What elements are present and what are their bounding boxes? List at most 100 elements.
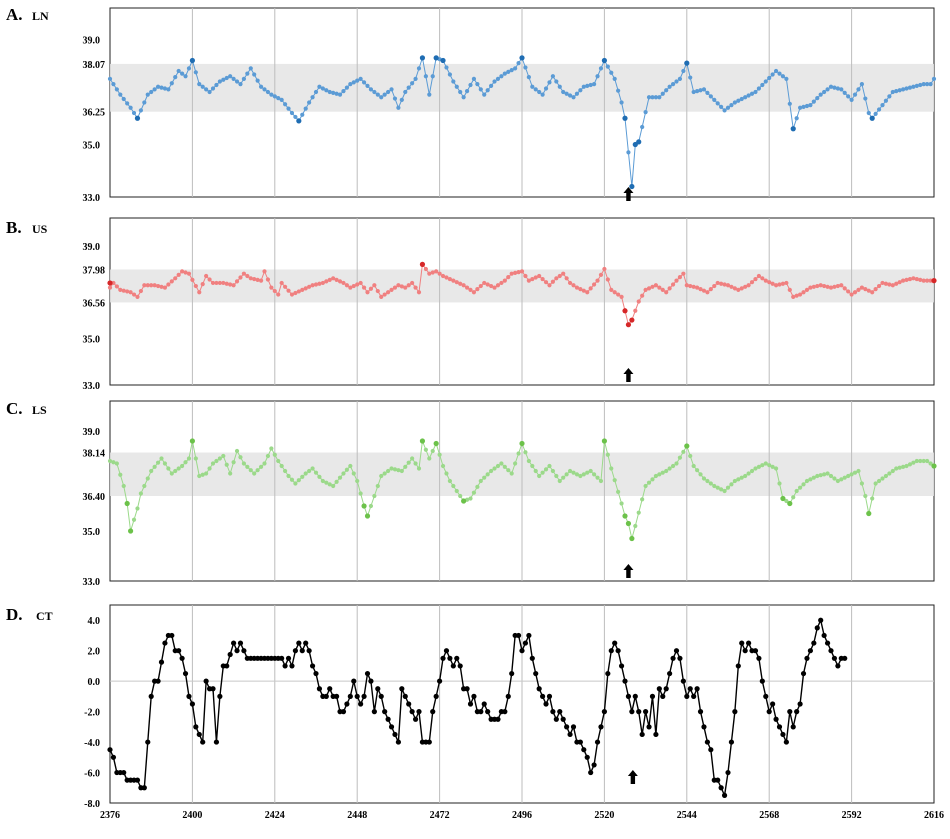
data-point (592, 282, 597, 287)
data-point (918, 82, 923, 88)
data-point (530, 84, 535, 89)
data-point (114, 284, 119, 289)
panel-letter: A. (6, 5, 23, 24)
data-point (406, 701, 412, 707)
panels: A. LN 33.0 35.0 39.0 38.07 36.25 B. US 33.0 35.0 39… (6, 5, 937, 810)
data-point (265, 453, 271, 459)
data-point (588, 468, 593, 474)
data-point (684, 283, 689, 288)
data-point (265, 89, 271, 95)
data-point (186, 271, 192, 276)
data-point (341, 89, 346, 94)
data-point (523, 65, 528, 70)
data-point (849, 97, 854, 102)
data-point (567, 280, 573, 286)
data-point (382, 709, 388, 715)
data-point (454, 655, 460, 661)
data-point (852, 92, 858, 97)
data-point (595, 475, 600, 480)
data-point (852, 470, 858, 475)
data-point (258, 84, 264, 89)
data-point (327, 686, 333, 692)
data-point (110, 754, 117, 760)
highlighted-point (622, 513, 628, 519)
y-tick-label: 39.0 (83, 36, 101, 47)
data-point (636, 709, 642, 715)
data-point (351, 283, 356, 289)
data-point (887, 94, 892, 99)
data-point (729, 284, 734, 289)
panel-title: LN (32, 9, 49, 23)
data-point (327, 277, 332, 282)
data-point (712, 283, 717, 289)
data-point (358, 76, 363, 81)
y-tick-label: 4.0 (88, 616, 101, 627)
data-point (292, 648, 298, 654)
data-point (866, 288, 871, 293)
data-point (763, 693, 769, 699)
data-point (828, 285, 834, 290)
data-point (776, 724, 783, 730)
data-point (670, 655, 676, 661)
data-point (876, 107, 882, 112)
data-point (396, 468, 401, 473)
data-point (729, 482, 734, 487)
data-point (537, 89, 542, 95)
data-point (749, 280, 755, 285)
data-point (821, 632, 827, 639)
data-point (307, 100, 312, 105)
data-point (509, 471, 514, 476)
data-point (777, 71, 782, 76)
data-point (245, 71, 250, 76)
data-point (142, 100, 147, 105)
data-point (382, 471, 387, 476)
data-point (272, 288, 277, 294)
data-point (526, 458, 531, 464)
data-point (231, 460, 236, 465)
data-point (392, 285, 398, 290)
data-point (577, 739, 583, 745)
data-point (674, 278, 679, 283)
data-point (437, 678, 443, 684)
data-point (228, 282, 233, 287)
data-point (482, 475, 487, 480)
data-point (327, 89, 332, 95)
data-point (753, 466, 758, 471)
data-point (894, 466, 899, 471)
data-point (547, 463, 552, 469)
data-point (245, 273, 250, 279)
data-point (378, 693, 384, 699)
data-point (307, 284, 312, 289)
data-point (664, 88, 669, 93)
data-point (197, 290, 202, 295)
data-point (657, 95, 662, 100)
data-point (351, 80, 356, 85)
data-point (918, 277, 923, 282)
data-point (787, 101, 792, 106)
data-point (561, 89, 566, 95)
data-point (485, 709, 491, 715)
data-point (375, 92, 380, 97)
data-point (677, 655, 683, 661)
data-point (128, 290, 133, 295)
data-point (166, 466, 171, 471)
data-point (386, 468, 391, 474)
data-point (770, 464, 775, 469)
data-point (365, 290, 370, 295)
data-point (269, 285, 274, 290)
data-point (729, 103, 734, 108)
highlighted-point (629, 317, 635, 323)
data-point (897, 88, 902, 93)
data-point (258, 464, 264, 469)
data-point (182, 670, 189, 677)
data-point (416, 709, 422, 715)
data-point (742, 648, 748, 654)
data-point (121, 96, 126, 102)
data-point (200, 282, 205, 287)
data-point (842, 655, 848, 661)
data-point (650, 477, 655, 482)
data-point (234, 448, 240, 454)
data-point (231, 640, 237, 646)
data-point (361, 285, 367, 290)
data-point (114, 87, 119, 92)
